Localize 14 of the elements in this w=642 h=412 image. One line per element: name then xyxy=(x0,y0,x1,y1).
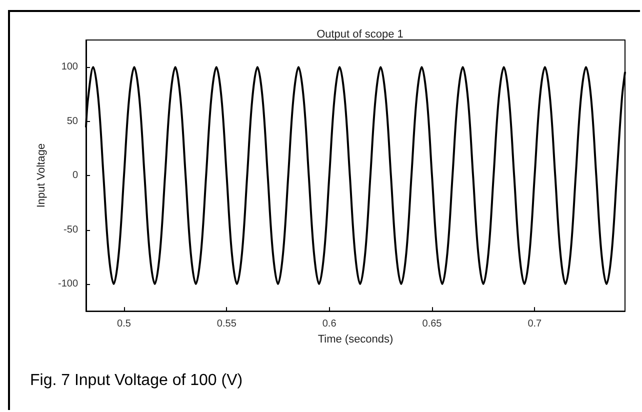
x-tick-label: 0.5 xyxy=(117,318,132,330)
y-tick-label: 100 xyxy=(61,62,78,73)
x-tick-label: 0.65 xyxy=(422,318,442,330)
y-tick-label: 50 xyxy=(66,116,78,127)
y-tick-label: 0 xyxy=(72,170,78,182)
x-tick-label: 0.7 xyxy=(528,318,542,330)
y-tick-label: -50 xyxy=(64,224,78,236)
x-tick-label: 0.6 xyxy=(322,318,337,330)
chart-title: Output of scope 1 xyxy=(316,28,404,40)
y-tick-label: -100 xyxy=(58,278,78,290)
y-axis-title: Input Voltage xyxy=(36,143,48,208)
x-tick-label: 0.55 xyxy=(216,318,237,330)
caption: Fig. 7 Input Voltage of 100 (V) xyxy=(30,372,243,390)
x-axis-title: Time (seconds) xyxy=(318,334,394,346)
